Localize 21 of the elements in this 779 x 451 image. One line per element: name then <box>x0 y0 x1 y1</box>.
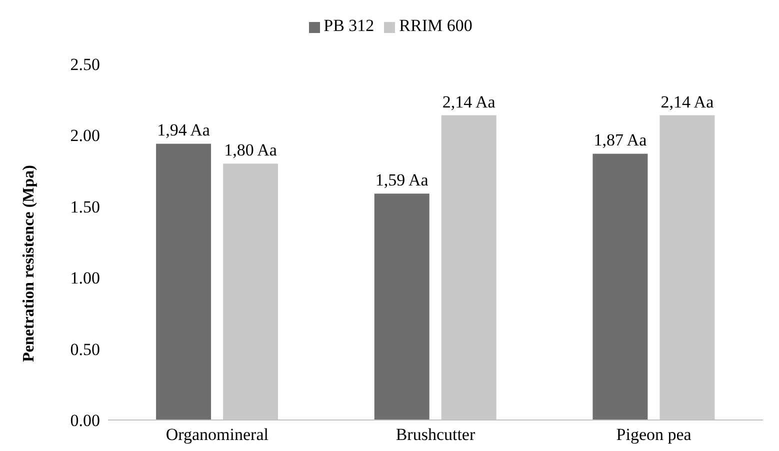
y-tick-label: 2.50 <box>70 55 100 74</box>
data-label: 2,14 Aa <box>660 92 714 112</box>
legend-label: PB 312 <box>324 16 374 35</box>
y-axis-title: Penetration resistence (Mpa) <box>20 165 38 362</box>
data-label: 2,14 Aa <box>442 92 496 112</box>
data-label: 1,59 Aa <box>375 170 429 190</box>
y-tick-label: 2.00 <box>70 126 100 146</box>
bar <box>156 144 212 420</box>
y-tick-label: 1.00 <box>70 268 100 288</box>
y-tick-label: 1.50 <box>70 197 100 216</box>
data-label: 1,87 Aa <box>594 130 648 150</box>
data-label: 1,94 Aa <box>157 120 210 140</box>
bar <box>374 194 430 420</box>
y-tick-label: 0.00 <box>70 411 100 430</box>
x-tick-label: Organomineral <box>166 425 269 444</box>
y-tick-label: 0.50 <box>70 340 100 359</box>
x-tick-label: Pigeon pea <box>616 425 692 444</box>
legend-label: RRIM 600 <box>399 16 472 35</box>
data-label: 1,80 Aa <box>224 140 278 160</box>
bar <box>592 154 648 420</box>
x-tick-label: Brushcutter <box>396 425 476 444</box>
